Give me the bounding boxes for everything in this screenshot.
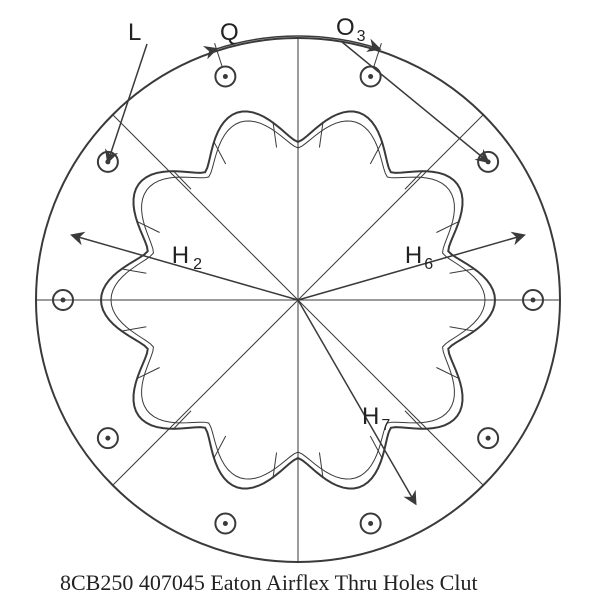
svg-text:L: L: [128, 19, 141, 46]
svg-text:H: H: [362, 403, 379, 430]
rib-strut: [450, 327, 476, 332]
rib-strut: [405, 171, 423, 190]
dim-label: O3: [336, 14, 366, 45]
radial-dimension: [298, 300, 416, 504]
dim-label: Q: [220, 19, 239, 46]
leader-O3: [342, 42, 488, 162]
clutch-diagram: LQO3H2H6H7: [0, 0, 600, 600]
rib-strut: [173, 171, 191, 190]
bolt-hole-center: [223, 521, 228, 526]
svg-text:3: 3: [357, 28, 366, 45]
dim-label: H7: [362, 403, 390, 434]
bolt-hole-center: [486, 436, 491, 441]
rib-strut: [450, 269, 476, 274]
dim-label: H6: [405, 242, 433, 273]
leader-L: [108, 44, 147, 162]
diagram-stage: LQO3H2H6H7 8CB250 407045 Eaton Airflex T…: [0, 0, 600, 600]
svg-text:6: 6: [424, 256, 433, 273]
bolt-hole-center: [368, 521, 373, 526]
bolt-hole-center: [368, 74, 373, 79]
svg-text:2: 2: [193, 256, 202, 273]
svg-text:H: H: [405, 242, 422, 269]
rib-strut: [121, 269, 147, 274]
bolt-hole-center: [105, 436, 110, 441]
rib-strut: [173, 411, 191, 430]
svg-text:Q: Q: [220, 19, 239, 46]
svg-text:H: H: [172, 242, 189, 269]
bolt-hole-center: [223, 74, 228, 79]
dim-label: L: [128, 19, 141, 46]
dim-label: H2: [172, 242, 202, 273]
rib-strut: [405, 411, 423, 430]
rib-strut: [121, 327, 147, 332]
product-caption: 8CB250 407045 Eaton Airflex Thru Holes C…: [60, 570, 478, 596]
svg-text:O: O: [336, 14, 355, 41]
svg-text:7: 7: [381, 417, 390, 434]
